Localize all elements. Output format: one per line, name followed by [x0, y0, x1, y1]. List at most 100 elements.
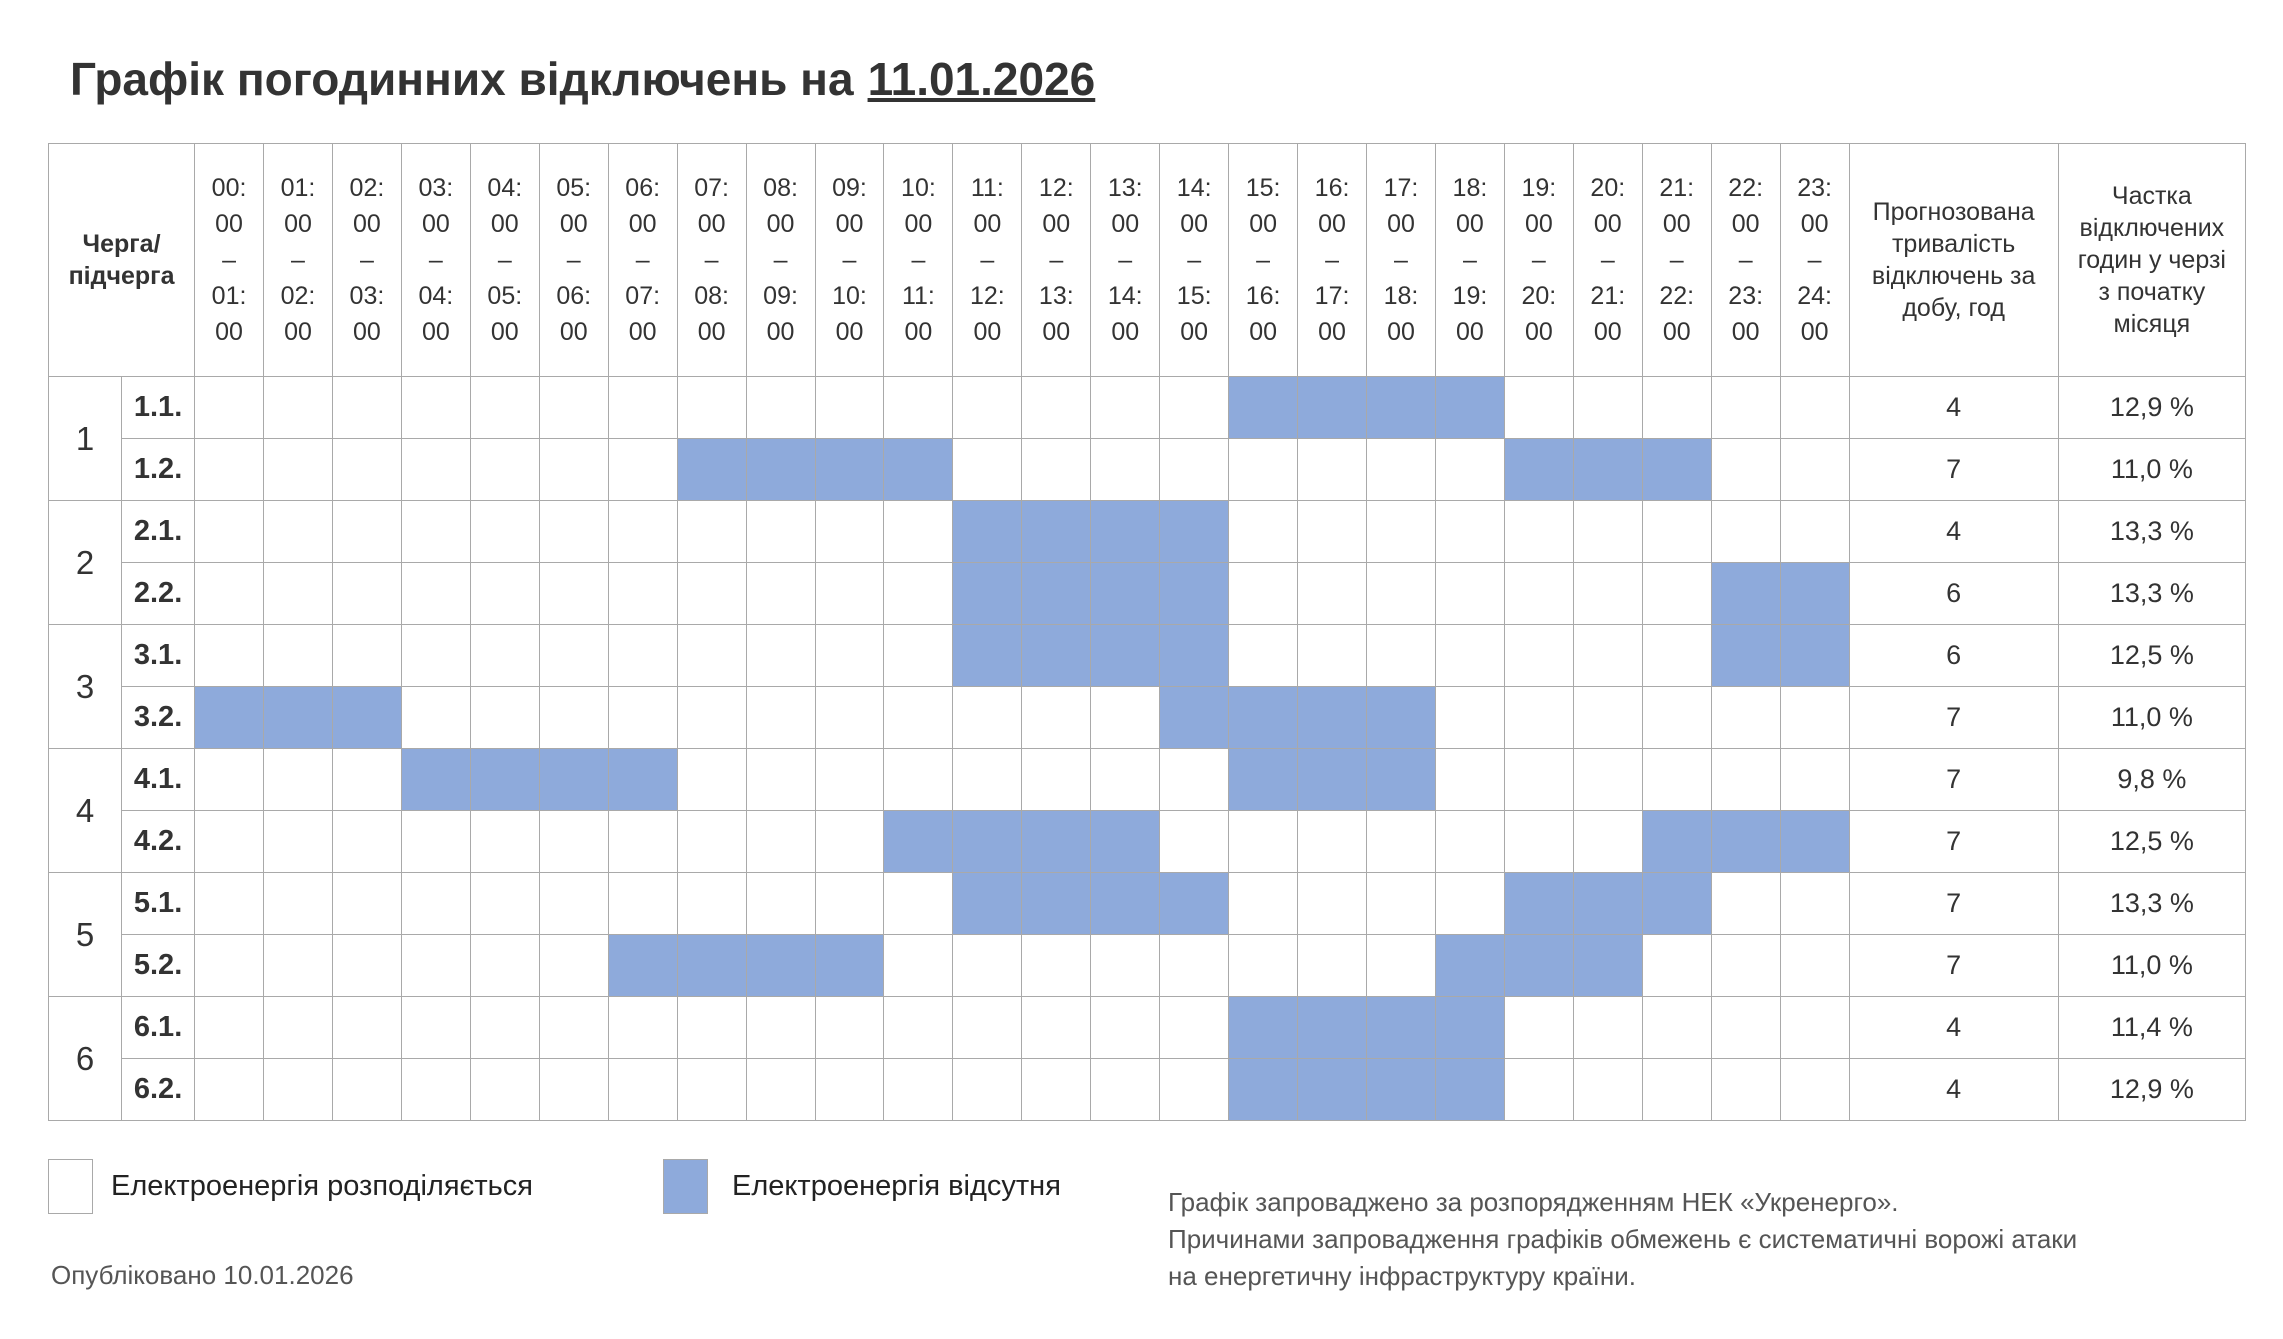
hour-cell	[400, 562, 471, 625]
hour-cell	[538, 562, 609, 625]
hour-cell	[400, 438, 471, 501]
header-hour-line: –	[1256, 246, 1271, 274]
hour-cell	[331, 934, 402, 997]
header-hour-line: 16:	[1314, 174, 1350, 202]
subqueue: 4.2.	[121, 810, 196, 873]
header-hour: 23: 00 – 24: 00	[1779, 143, 1850, 377]
hour-cell	[1090, 748, 1161, 811]
hour-cell	[1090, 624, 1161, 687]
hour-cell	[263, 748, 333, 811]
hour-cell	[1297, 624, 1368, 687]
hour-cell	[1503, 500, 1574, 563]
hour-cell	[1503, 562, 1574, 625]
header-hour-line: 00	[1180, 210, 1209, 238]
hour-cell	[883, 686, 954, 749]
hour-cell	[676, 872, 747, 935]
hour-cell	[1710, 872, 1781, 935]
hour-cell	[331, 872, 402, 935]
hour-cell	[676, 686, 747, 749]
hour-cell	[1710, 624, 1781, 687]
header-hour-line: 00	[1456, 210, 1484, 238]
hour-cell	[1503, 810, 1574, 873]
header-hour: 12: 00 – 13: 00	[1021, 143, 1092, 377]
hour-cell	[1159, 748, 1230, 811]
header-hour-line: 00	[1593, 318, 1622, 346]
hour-cell	[883, 376, 954, 439]
row: 3.2. 7 11,0 %	[49, 686, 2247, 749]
hour-cell	[745, 624, 816, 687]
header-hour: 22: 00 – 23: 00	[1710, 143, 1781, 377]
hour-cell	[1366, 376, 1436, 439]
hour-cell	[745, 872, 816, 935]
hour-cell	[607, 810, 678, 873]
header-hour: 03: 00 – 04: 00	[400, 143, 471, 377]
hour-cell	[952, 624, 1023, 687]
published-date: Опубліковано 10.01.2026	[51, 1260, 354, 1290]
header-hour-line: 03:	[418, 174, 454, 202]
subqueue: 1.1.	[121, 376, 196, 439]
header-hour-line: –	[1807, 246, 1822, 274]
header-hour-line: 00	[1111, 210, 1140, 238]
hour-cell	[263, 438, 333, 501]
hour-cell	[1779, 934, 1850, 997]
row: 6.2. 4 12,9 %	[49, 1058, 2247, 1121]
hour-cell	[1366, 748, 1436, 811]
hour-cell	[745, 500, 816, 563]
hour-cell	[1641, 376, 1712, 439]
hour-cell	[1779, 1058, 1850, 1121]
hour-cell	[745, 934, 816, 997]
header-hour-line: 00	[215, 318, 243, 346]
header-hour-line: 18:	[1452, 174, 1488, 202]
hour-cell	[1434, 438, 1505, 501]
header-hour-line: –	[980, 246, 995, 274]
header-hour-line: 00	[1318, 318, 1346, 346]
header-hour-line: 12:	[969, 282, 1005, 310]
hour-cell	[1434, 500, 1505, 563]
hour-cell	[263, 376, 333, 439]
legend-swatch-off	[663, 1159, 708, 1214]
hour-cell	[1159, 500, 1230, 563]
hour-cell	[1159, 438, 1230, 501]
hour-cell	[1090, 934, 1161, 997]
header-hour-line: 00	[835, 318, 864, 346]
hour-cell	[1503, 748, 1574, 811]
hour-cell	[1366, 500, 1436, 563]
hour-cell	[469, 748, 540, 811]
queue-number: 2	[47, 500, 123, 625]
header-hour-line: 17:	[1314, 282, 1350, 310]
hour-cell	[883, 624, 954, 687]
hour-cell	[745, 996, 816, 1059]
hour-cell	[331, 376, 402, 439]
hour-cell	[194, 1058, 265, 1121]
hour-cell	[745, 810, 816, 873]
header-hour-line: 19:	[1452, 282, 1488, 310]
hour-cell	[331, 438, 402, 501]
hour-cell	[1090, 1058, 1161, 1121]
hour-cell	[607, 438, 678, 501]
hour-cell	[1159, 1058, 1230, 1121]
header-hour-line: 00	[1387, 318, 1415, 346]
hour-cell	[400, 872, 471, 935]
header-hour-line: –	[635, 246, 650, 274]
hour-cell	[952, 500, 1023, 563]
header-hour-line: 07:	[625, 282, 661, 310]
hour-cell	[883, 562, 954, 625]
header-hour-line: 00	[1180, 318, 1209, 346]
hour-cell	[469, 996, 540, 1059]
hour-cell	[1572, 996, 1643, 1059]
header-hour: 18: 00 – 19: 00	[1434, 143, 1505, 377]
header-hour-line: 00	[1318, 210, 1346, 238]
hour-cell	[814, 686, 885, 749]
hour-cell	[1021, 810, 1092, 873]
header-hour-line: 16:	[1245, 282, 1281, 310]
hour-cell	[469, 1058, 540, 1121]
hour-cell	[400, 996, 471, 1059]
hour-cell	[1159, 562, 1230, 625]
hour-cell	[1710, 748, 1781, 811]
hour-cell	[1366, 934, 1436, 997]
hour-cell	[1159, 376, 1230, 439]
header-hour-line: 00	[1662, 318, 1691, 346]
hour-cell	[1366, 872, 1436, 935]
hour-cell	[1779, 624, 1850, 687]
row: 2 2.1. 4 13,3 %	[47, 500, 2247, 625]
